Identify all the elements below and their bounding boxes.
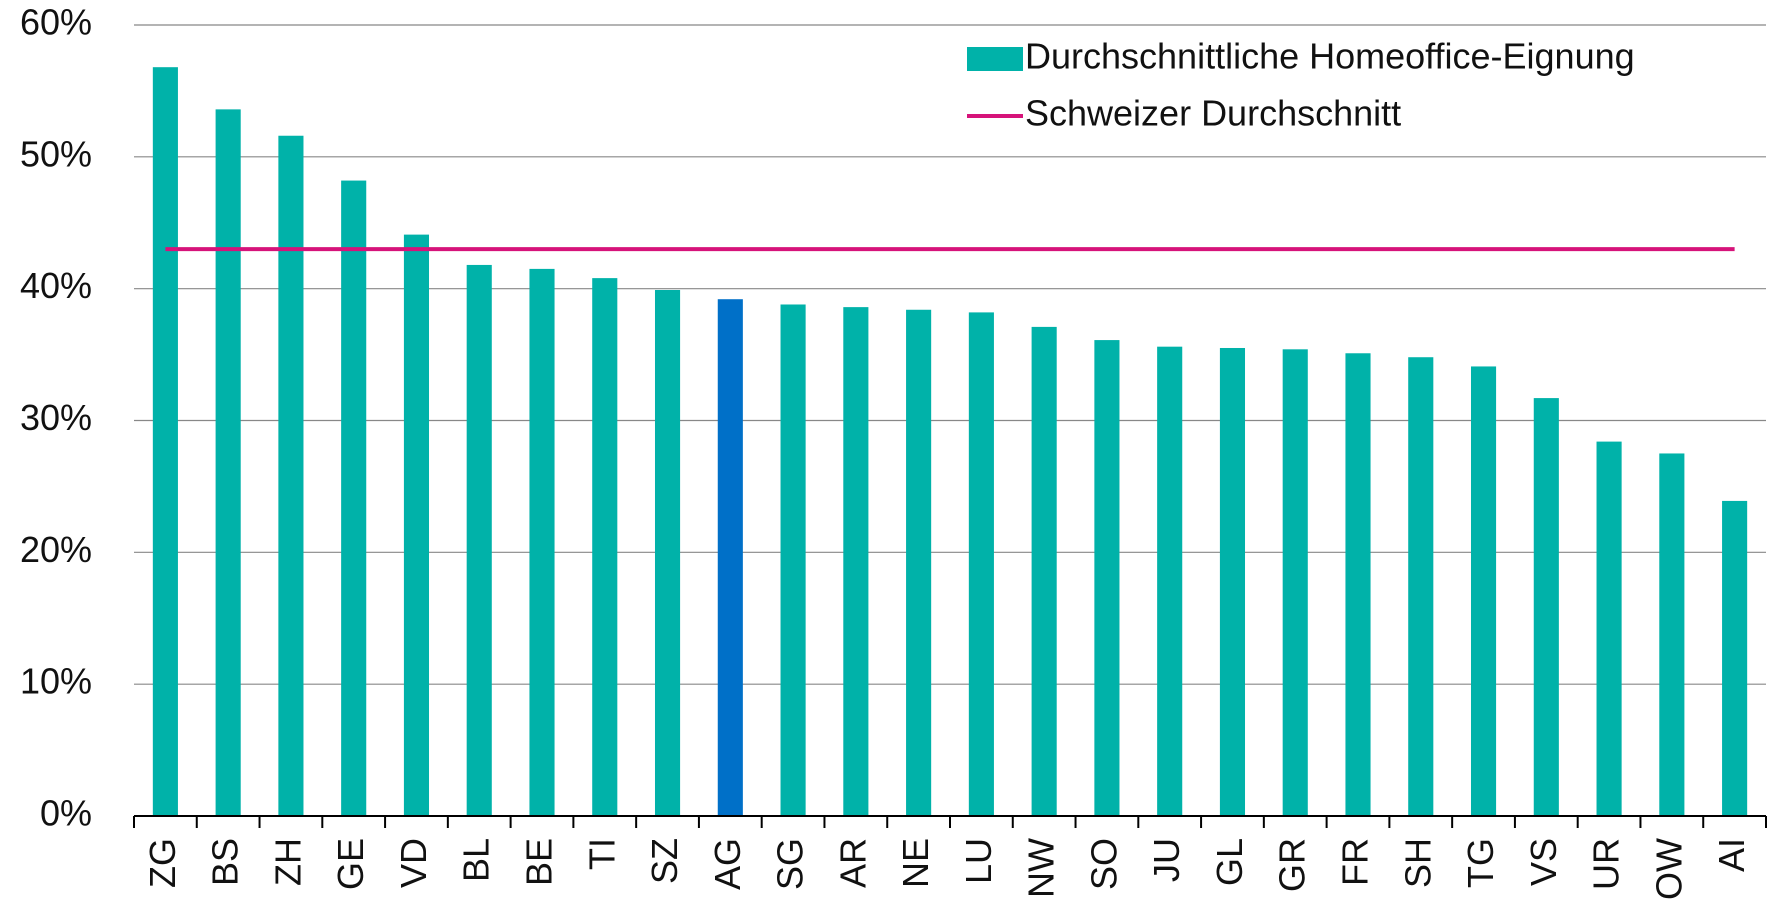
x-tick-label: SH [1397,838,1438,888]
x-tick-label: TI [581,838,622,870]
bar [1345,353,1371,816]
legend-label: Schweizer Durchschnitt [1025,93,1401,134]
x-tick-label: FR [1335,838,1376,886]
x-tick-label: TG [1460,838,1501,888]
x-tick-label: BE [519,838,560,886]
x-tick-label: BL [456,838,497,882]
x-tick-label: LU [958,838,999,884]
bar [1596,441,1622,816]
bar [968,312,994,816]
bar [1157,346,1183,816]
x-tick-label: GR [1272,838,1313,892]
bar [592,278,618,816]
x-tick-label: AI [1711,838,1752,872]
bar [1219,347,1246,816]
bar [529,268,555,816]
bar [843,307,869,816]
bar [278,135,304,817]
x-tick-label: ZG [142,838,183,888]
x-tick-label: OW [1648,838,1689,900]
x-tick-label: GE [330,838,371,890]
x-tick-label: ZH [267,838,308,886]
y-tick-label: 20% [20,529,92,570]
bar [341,180,367,816]
bar [152,67,178,817]
x-tick-label: VS [1523,838,1564,886]
x-tick-label: GL [1209,838,1250,886]
x-tick-label: NE [895,838,936,888]
y-tick-label: 10% [20,661,92,702]
bar [1722,500,1748,816]
x-tick-label: BS [205,838,246,886]
legend-swatch [967,47,1023,71]
x-tick-label: SG [770,838,811,890]
y-tick-label: 0% [40,793,92,834]
bar [717,299,743,816]
bar [1533,398,1559,816]
bar [466,264,492,817]
x-tick-label: UR [1586,838,1627,890]
bar [654,289,681,816]
x-tick-label: VD [393,838,434,888]
y-tick-label: 60% [20,2,92,43]
bar [1282,349,1308,816]
bar [1094,340,1120,816]
bar [1470,366,1497,816]
bar [1659,453,1685,816]
bar [1408,357,1434,816]
bar [780,304,806,816]
y-tick-label: 30% [20,397,92,438]
y-tick-label: 50% [20,133,92,174]
x-tick-label: SO [1083,838,1124,890]
x-tick-label: JU [1146,838,1187,882]
x-tick-label: AR [832,838,873,888]
legend-label: Durchschnittliche Homeoffice-Eignung [1025,36,1635,77]
x-tick-label: SZ [644,838,685,884]
y-tick-label: 40% [20,265,92,306]
x-tick-label: NW [1021,838,1062,898]
bar [1031,326,1057,816]
bar [215,109,241,816]
x-tick-label: AG [707,838,748,890]
bar [403,234,430,817]
bar [906,309,932,816]
